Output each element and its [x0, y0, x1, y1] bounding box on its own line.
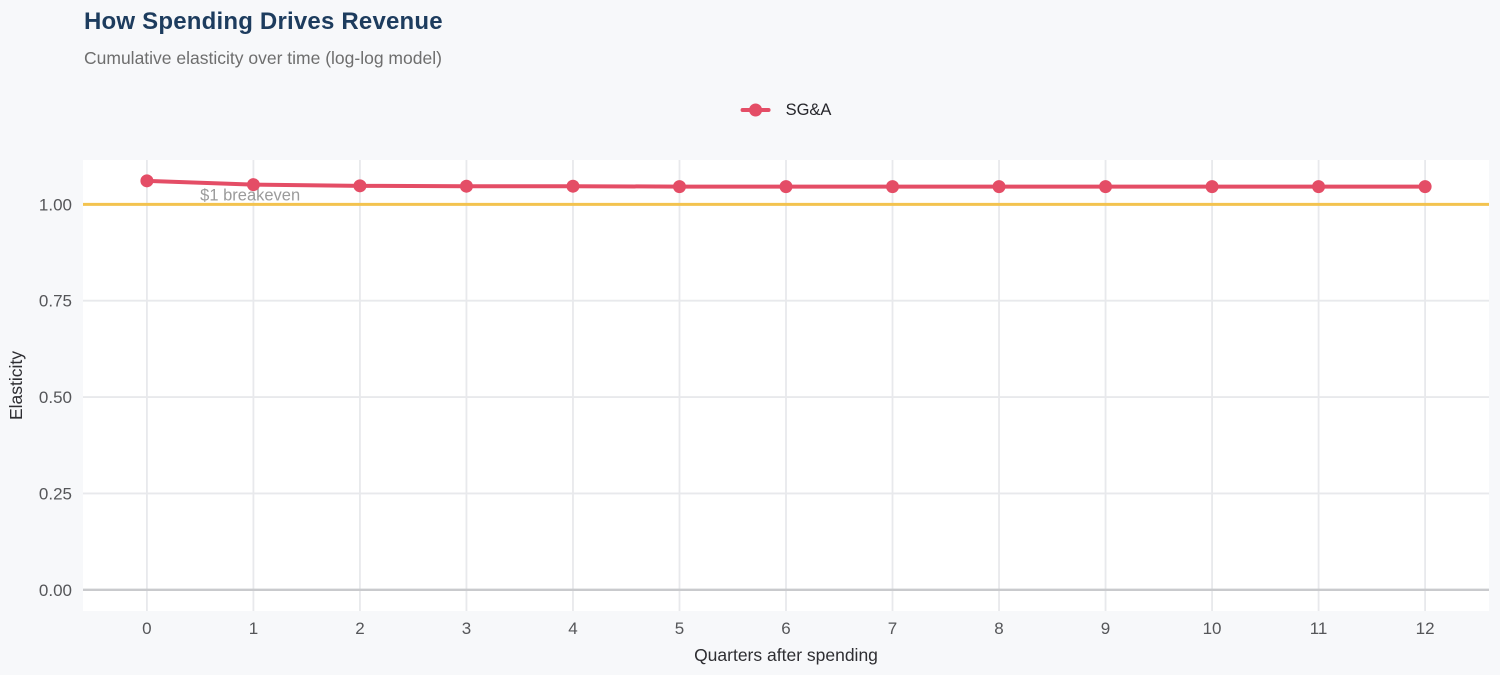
y-axis-title: Elasticity: [6, 351, 26, 420]
y-tick-label: 0.00: [39, 581, 72, 600]
x-tick-label: 10: [1203, 619, 1222, 638]
y-tick-label: 1.00: [39, 195, 72, 214]
y-tick-label: 0.25: [39, 484, 72, 503]
data-point: [140, 174, 154, 188]
y-tick-label: 0.50: [39, 388, 72, 407]
x-tick-label: 0: [142, 619, 151, 638]
data-point: [459, 179, 473, 193]
data-point: [566, 179, 580, 193]
x-tick-label: 4: [568, 619, 577, 638]
x-axis-title: Quarters after spending: [694, 645, 878, 665]
x-tick-label: 7: [888, 619, 897, 638]
x-tick-label: 5: [675, 619, 684, 638]
data-point: [992, 180, 1006, 194]
x-tick-label: 3: [462, 619, 471, 638]
x-tick-label: 9: [1101, 619, 1110, 638]
x-tick-label: 8: [994, 619, 1003, 638]
legend-marker-line: [740, 103, 771, 117]
data-point: [1312, 180, 1326, 194]
data-point: [246, 178, 260, 192]
legend-marker-dot: [749, 103, 763, 117]
x-tick-label: 12: [1416, 619, 1435, 638]
legend: SG&A: [740, 100, 832, 120]
data-point: [1099, 180, 1113, 194]
legend-label: SG&A: [785, 100, 832, 119]
x-tick-label: 11: [1310, 619, 1328, 638]
chart-subtitle: Cumulative elasticity over time (log-log…: [84, 48, 442, 68]
data-point: [886, 180, 900, 194]
data-point: [672, 180, 686, 194]
data-point: [353, 179, 367, 193]
breakeven-annotation: $1 breakeven: [200, 186, 300, 204]
x-tick-label: 1: [249, 619, 258, 638]
y-tick-label: 0.75: [39, 292, 72, 311]
data-point: [779, 180, 793, 194]
x-tick-label: 6: [781, 619, 790, 638]
data-point: [1205, 180, 1219, 194]
x-tick-label: 2: [355, 619, 364, 638]
data-point: [1418, 180, 1432, 194]
chart-title: How Spending Drives Revenue: [84, 8, 443, 35]
